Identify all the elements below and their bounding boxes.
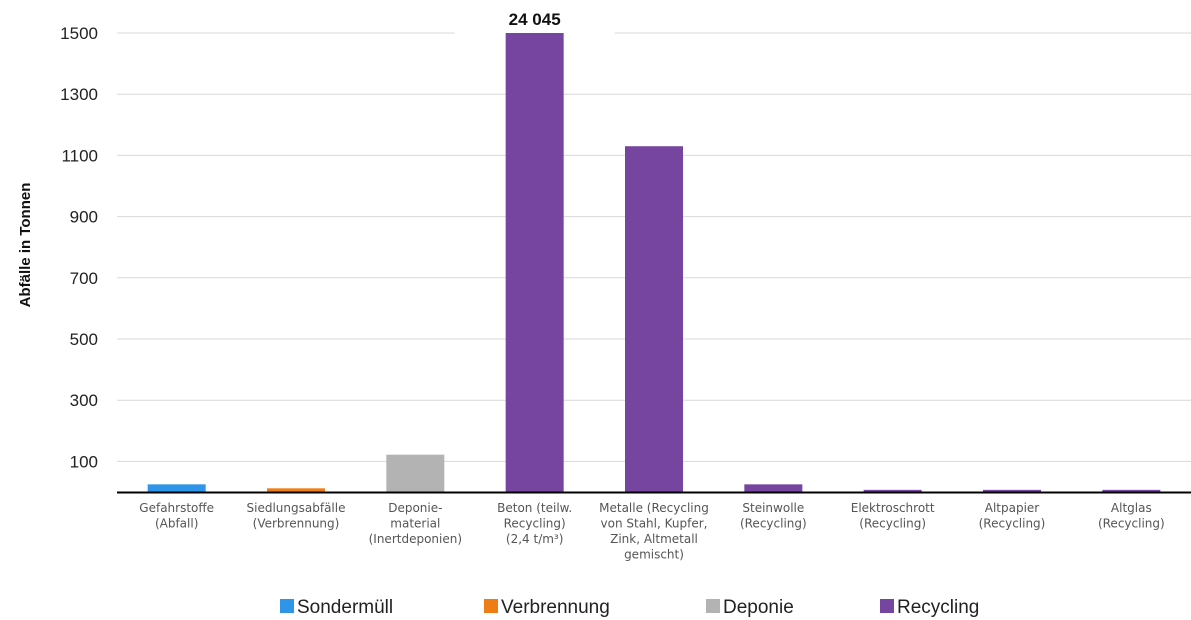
y-tick-label: 700 [70,269,98,288]
x-tick-label: Steinwolle [742,501,804,515]
bar [625,146,683,492]
y-tick-label: 1300 [60,85,98,104]
legend-label: Recycling [897,597,979,618]
x-tick-label: Altpapier [985,501,1040,515]
x-tick-label: (Abfall) [155,517,198,531]
x-tick-label: material [390,517,440,531]
x-tick-label: von Stahl, Kupfer, [601,517,708,531]
x-tick-label: (Inertdeponien) [369,532,462,546]
x-tick-label: Gefahrstoffe [139,501,214,515]
legend-swatch [880,599,894,613]
y-axis-label: Abfälle in Tonnen [17,183,34,308]
y-tick-label: 1100 [61,146,98,165]
x-tick-label: Altglas [1111,501,1152,515]
bar [863,489,922,492]
bar [147,484,206,492]
x-tick-label: Deponie- [388,501,442,515]
x-tick-label: Zink, Altmetall [610,532,698,546]
bar [386,454,445,492]
x-tick-label: (Recycling) [979,517,1046,531]
y-tick-label: 900 [70,208,98,227]
x-tick-label: Beton (teilw. [497,501,572,515]
x-tick-label: Siedlungsabfälle [247,501,346,515]
x-tick-label: Metalle (Recycling [599,501,709,515]
bar [744,484,803,492]
legend-swatch [280,599,294,613]
legend-label: Verbrennung [501,597,610,618]
bar [505,33,564,492]
data-label: 24 045 [509,10,561,29]
y-tick-label: 300 [70,391,98,410]
x-tick-label: (Recycling) [1098,517,1165,531]
legend-label: Deponie [723,597,794,618]
x-tick-label: Elektroschrott [851,501,935,515]
bar [267,488,325,492]
x-tick-label: (Recycling) [740,517,807,531]
legend-label: Sondermüll [297,597,393,618]
y-tick-label: 100 [70,452,98,471]
bar [983,489,1041,492]
y-tick-label: 1500 [60,24,98,43]
x-tick-label: (Recycling) [859,517,926,531]
x-tick-label: (Verbrennung) [253,517,340,531]
legend-swatch [484,599,498,613]
x-tick-label: Recycling) [504,517,566,531]
bar [1102,489,1161,492]
legend-swatch [706,599,720,613]
y-tick-label: 500 [70,330,98,349]
x-tick-label: gemischt) [624,548,684,562]
x-tick-label: (2,4 t/m³) [506,532,564,546]
